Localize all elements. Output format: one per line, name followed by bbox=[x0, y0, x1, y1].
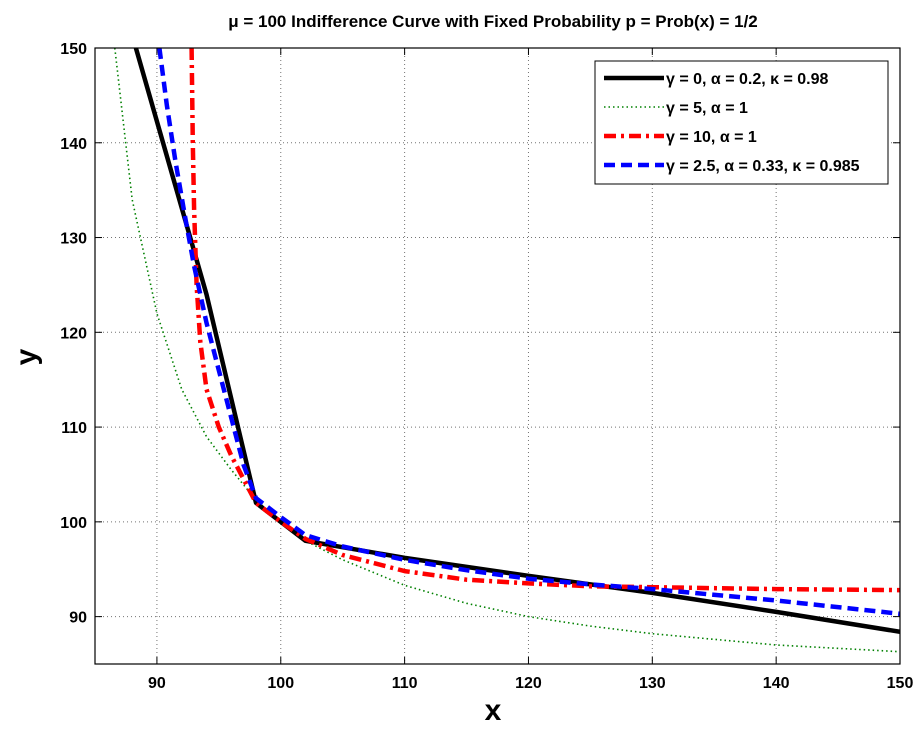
x-tick-label: 140 bbox=[763, 675, 790, 692]
y-tick-label: 150 bbox=[60, 41, 87, 58]
y-tick-label: 100 bbox=[60, 515, 87, 532]
legend-label-3: γ = 10, α = 1 bbox=[666, 129, 757, 146]
x-tick-label: 130 bbox=[639, 675, 666, 692]
x-tick-label: 90 bbox=[148, 675, 166, 692]
series-line-1 bbox=[133, 48, 900, 635]
y-tick-label: 120 bbox=[60, 325, 87, 342]
axis-ticks: 90 100 110 120 130 140 150 90 100 110 120 130 140 150 bbox=[60, 41, 913, 692]
x-tick-label: 150 bbox=[887, 675, 914, 692]
y-tick-label: 110 bbox=[61, 420, 87, 437]
chart-title: μ = 100 Indifference Curve with Fixed Pr… bbox=[228, 12, 758, 31]
series-lines bbox=[114, 48, 900, 653]
legend-label-2: γ = 5, α = 1 bbox=[666, 100, 748, 117]
y-tick-label: 90 bbox=[69, 610, 87, 627]
x-axis-label: x bbox=[485, 694, 502, 727]
legend-label-1: γ = 0, α = 0.2, κ = 0.98 bbox=[666, 71, 829, 88]
x-tick-label: 120 bbox=[515, 675, 542, 692]
y-axis-label: y bbox=[10, 348, 43, 365]
x-tick-label: 100 bbox=[267, 675, 294, 692]
legend-label-4: γ = 2.5, α = 0.33, κ = 0.985 bbox=[666, 158, 860, 175]
y-tick-label: 130 bbox=[60, 231, 87, 248]
series-line-3 bbox=[189, 48, 900, 593]
legend: γ = 0, α = 0.2, κ = 0.98 γ = 5, α = 1 γ = … bbox=[594, 60, 889, 185]
y-tick-label: 140 bbox=[60, 136, 87, 153]
x-tick-label: 110 bbox=[392, 675, 418, 692]
plot-frame bbox=[94, 47, 901, 665]
series-line-4 bbox=[157, 48, 900, 617]
